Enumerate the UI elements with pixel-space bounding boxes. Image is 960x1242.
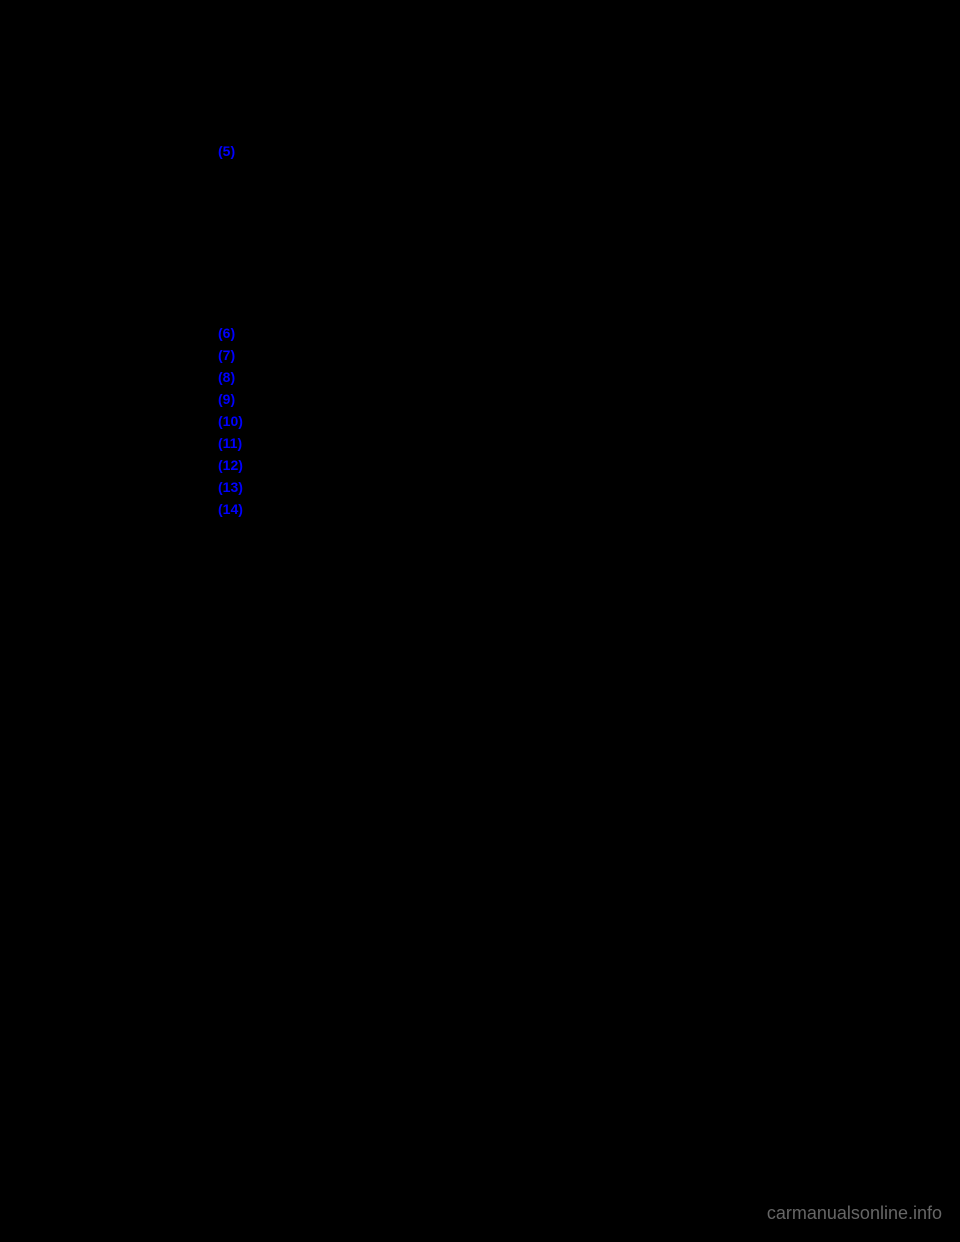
reference-link-10[interactable]: (10) (218, 410, 243, 432)
spacer (218, 162, 243, 322)
reference-link-13[interactable]: (13) (218, 476, 243, 498)
reference-link-5[interactable]: (5) (218, 140, 243, 162)
reference-link-11[interactable]: (11) (218, 432, 243, 454)
reference-link-7[interactable]: (7) (218, 344, 243, 366)
reference-link-9[interactable]: (9) (218, 388, 243, 410)
reference-link-8[interactable]: (8) (218, 366, 243, 388)
watermark-text: carmanualsonline.info (767, 1203, 942, 1224)
reference-link-12[interactable]: (12) (218, 454, 243, 476)
reference-link-6[interactable]: (6) (218, 322, 243, 344)
document-content: (5) (6) (7) (8) (9) (10) (11) (12) (13) … (218, 140, 243, 520)
reference-link-14[interactable]: (14) (218, 498, 243, 520)
